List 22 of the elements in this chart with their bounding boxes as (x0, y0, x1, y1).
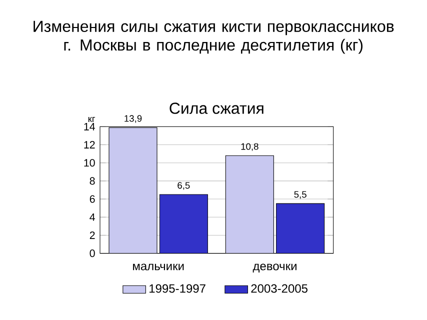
data-label: 10,8 (241, 143, 258, 151)
y-tick-label: 6 (90, 195, 95, 203)
bar (276, 203, 325, 254)
y-tick-label: 12 (84, 141, 95, 148)
y-tick-label: 14 (84, 122, 95, 130)
legend-label: 2003-2005 (251, 284, 308, 293)
y-tick-label: 0 (90, 250, 95, 258)
chart-title: Изменения силы сжатия кисти первоклассников г. Москвы в последние десятилетия (кг) (34, 20, 394, 54)
y-axis-title: кг (88, 117, 96, 122)
x-tick-label: девочки (252, 264, 296, 273)
y-tick-label: 4 (90, 213, 95, 221)
bar (225, 155, 274, 254)
y-tick-label: 2 (90, 232, 95, 239)
bar (159, 194, 208, 254)
legend-label: 1995-1997 (150, 284, 206, 293)
x-tick-label: мальчики (133, 264, 184, 270)
data-label: 13,9 (124, 115, 142, 123)
chart-subtitle: Сила сжатия (170, 102, 264, 114)
y-tick-label: 10 (84, 159, 95, 167)
data-label: 5,5 (294, 191, 306, 199)
data-label: 6,5 (178, 182, 190, 190)
y-tick-label: 8 (90, 177, 95, 185)
